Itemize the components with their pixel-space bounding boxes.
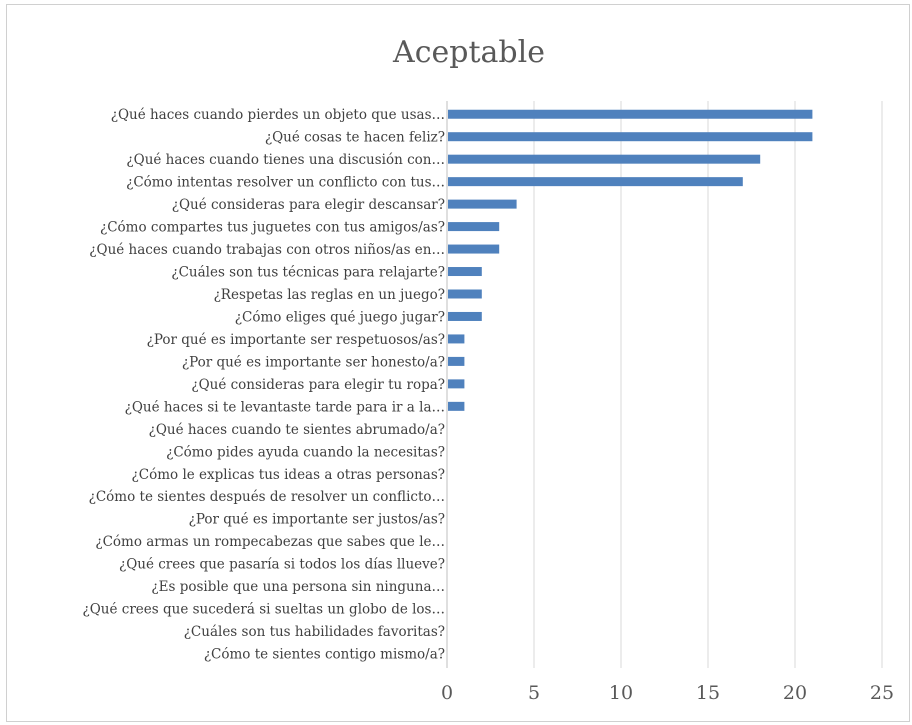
category-label: ¿Cómo intentas resolver un conflicto con… xyxy=(126,175,445,191)
bar xyxy=(448,289,482,299)
x-tick-label: 10 xyxy=(609,682,633,704)
bar xyxy=(448,154,761,164)
x-tick-label: 25 xyxy=(870,682,894,704)
bar xyxy=(448,334,465,344)
category-label: ¿Por qué es importante ser justos/as? xyxy=(189,512,445,528)
x-tick-label: 15 xyxy=(696,682,720,704)
x-tick-label: 5 xyxy=(528,682,540,704)
bar xyxy=(448,109,813,119)
bar xyxy=(448,401,465,411)
bar-chart: Aceptable ¿Qué haces cuando pierdes un o… xyxy=(83,35,895,704)
bar xyxy=(448,222,500,232)
category-label: ¿Qué crees que sucederá si sueltas un gl… xyxy=(83,602,446,618)
category-label: ¿Cómo armas un rompecabezas que sabes qu… xyxy=(95,534,445,550)
category-label: ¿Qué consideras para elegir tu ropa? xyxy=(191,377,445,393)
bar xyxy=(448,379,465,389)
bar xyxy=(448,199,517,209)
category-label: ¿Respetas las reglas en un juego? xyxy=(214,287,445,303)
category-label: ¿Qué haces si te levantaste tarde para i… xyxy=(125,399,445,415)
category-label: ¿Es posible que una persona sin ninguna… xyxy=(151,579,445,595)
x-tick-label: 0 xyxy=(441,682,453,704)
gridlines xyxy=(446,101,883,668)
category-label: ¿Cómo te sientes contigo mismo/a? xyxy=(204,647,445,663)
category-label: ¿Qué haces cuando trabajas con otros niñ… xyxy=(89,242,445,258)
x-axis-tick-labels: 0 5 10 15 20 25 xyxy=(441,682,894,704)
category-label: ¿Cómo le explicas tus ideas a otras pers… xyxy=(132,467,445,483)
bar xyxy=(448,177,743,187)
category-label: ¿Qué haces cuando pierdes un objeto que … xyxy=(111,107,445,123)
bar xyxy=(448,132,813,142)
bars xyxy=(448,109,813,411)
bar xyxy=(448,267,482,277)
chart-title: Aceptable xyxy=(392,35,545,70)
category-label: ¿Qué crees que pasaría si todos los días… xyxy=(119,557,445,573)
category-label: ¿Por qué es importante ser respetuosos/a… xyxy=(147,332,445,348)
bar xyxy=(448,244,500,254)
x-tick-label: 20 xyxy=(783,682,807,704)
category-label: ¿Qué cosas te hacen feliz? xyxy=(265,130,445,146)
category-label: ¿Cómo compartes tus juguetes con tus ami… xyxy=(100,220,445,236)
category-labels: ¿Qué haces cuando pierdes un objeto que … xyxy=(83,107,446,662)
category-label: ¿Qué haces cuando tienes una discusión c… xyxy=(126,152,445,168)
category-label: ¿Por qué es importante ser honesto/a? xyxy=(182,354,445,370)
category-label: ¿Cómo eliges qué juego jugar? xyxy=(235,309,445,325)
chart-area: Aceptable ¿Qué haces cuando pierdes un o… xyxy=(6,4,910,722)
category-label: ¿Cuáles son tus habilidades favoritas? xyxy=(184,624,445,640)
category-label: ¿Cómo te sientes después de resolver un … xyxy=(89,489,445,505)
category-label: ¿Cómo pides ayuda cuando la necesitas? xyxy=(166,444,445,460)
bar xyxy=(448,311,482,321)
category-label: ¿Qué consideras para elegir descansar? xyxy=(172,197,445,213)
category-label: ¿Qué haces cuando te sientes abrumado/a? xyxy=(149,422,445,438)
bar xyxy=(448,356,465,366)
category-label: ¿Cuáles son tus técnicas para relajarte? xyxy=(171,265,445,281)
